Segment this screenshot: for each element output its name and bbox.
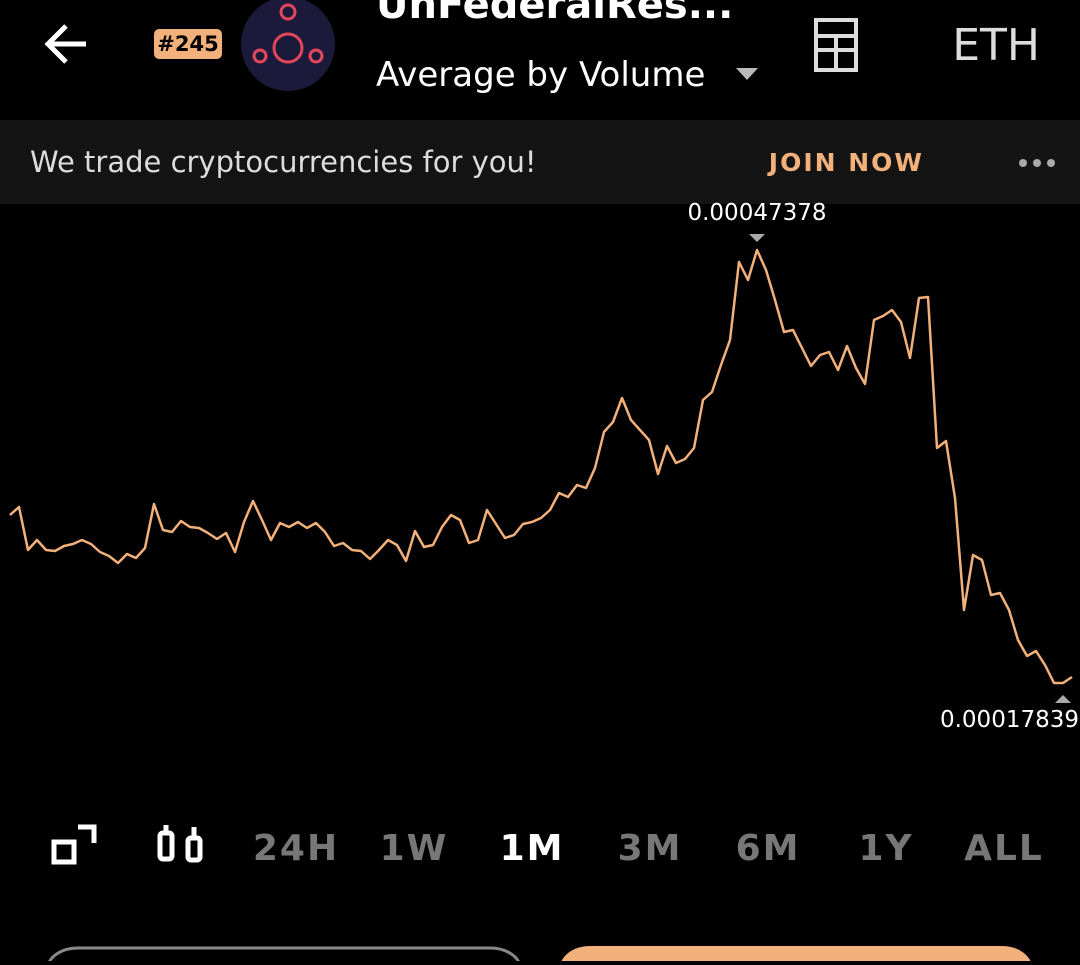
low-marker (1055, 695, 1071, 703)
range-tab[interactable]: 1M (500, 828, 565, 869)
range-tabs: 24H 1W 1M 3M 6M 1Y ALL (253, 828, 1044, 869)
price-line (9, 248, 1073, 685)
rank: #245 (157, 32, 218, 56)
high-marker (749, 234, 765, 242)
join-button[interactable]: JOIN NOW (767, 148, 924, 177)
subtitle[interactable]: Average by Volume (376, 55, 705, 95)
more-button[interactable] (1019, 159, 1055, 167)
expand-icon[interactable] (51, 824, 97, 865)
high-label: 0.00047378 (687, 200, 826, 226)
primary-button[interactable] (560, 946, 1032, 965)
range-tab[interactable]: 1W (380, 828, 449, 869)
range-tab[interactable]: 3M (618, 828, 683, 869)
title: UnFederalRes... (376, 0, 733, 28)
banner-text: We trade cryptocurrencies for you! (30, 145, 537, 179)
calculator-icon[interactable] (814, 18, 858, 72)
candle-icon[interactable] (157, 825, 203, 863)
rank-badge (154, 29, 222, 59)
low-label: 0.00017839 (940, 707, 1079, 733)
dropdown-icon[interactable] (736, 68, 758, 80)
chart: 0.00047378 0.00017839 (9, 200, 1079, 733)
back-button[interactable] (44, 24, 86, 64)
secondary-button[interactable] (46, 946, 522, 965)
range-tab[interactable]: 1Y (858, 828, 913, 869)
range-tab[interactable]: 24H (253, 828, 339, 869)
range-tab[interactable]: ALL (964, 828, 1044, 869)
currency[interactable]: ETH (952, 20, 1040, 71)
banner (0, 120, 1080, 204)
avatar (241, 0, 335, 91)
range-tab[interactable]: 6M (736, 828, 801, 869)
